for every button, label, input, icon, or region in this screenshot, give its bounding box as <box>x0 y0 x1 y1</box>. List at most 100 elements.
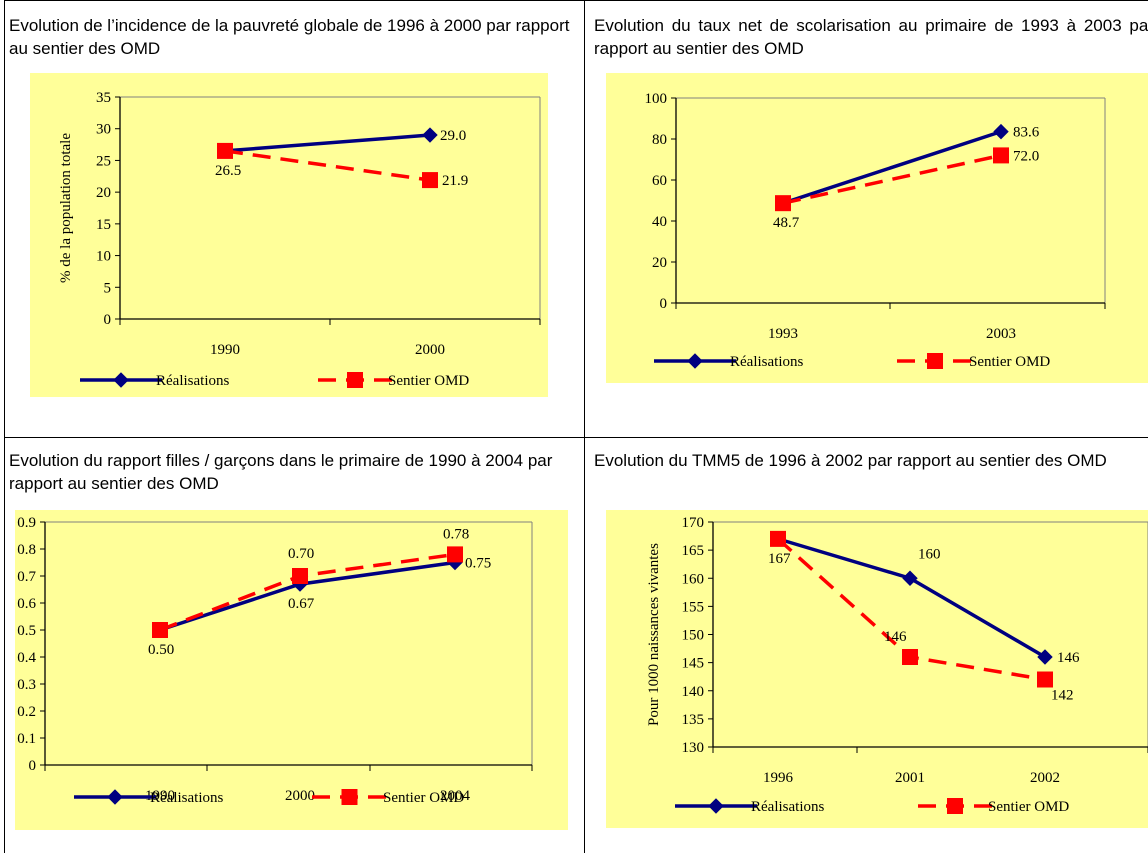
data-label: 0.67 <box>288 596 315 612</box>
x-tick-label: 2000 <box>285 788 315 804</box>
y-tick-label: 0.8 <box>17 542 36 558</box>
y-tick-label: 0 <box>104 312 112 328</box>
legend-marker-sentier <box>947 798 963 814</box>
y-tick-label: 0.4 <box>17 650 36 666</box>
legend-marker-sentier <box>341 789 358 805</box>
y-tick-label: 35 <box>96 90 111 106</box>
legend-marker-sentier <box>927 353 943 369</box>
data-point-realisations <box>902 570 918 586</box>
y-tick-label: 20 <box>652 255 667 271</box>
y-tick-label: 0.1 <box>17 731 36 747</box>
legend-label-realisations: Réalisations <box>156 373 229 389</box>
legend-label-sentier: Sentier OMD <box>388 373 469 389</box>
plot-area-background <box>606 73 1148 383</box>
grid-border-left <box>4 0 5 853</box>
legend-label-realisations: Réalisations <box>150 790 223 806</box>
y-tick-label: 160 <box>682 571 705 587</box>
legend-label-sentier: Sentier OMD <box>969 354 1050 370</box>
data-point-sentier <box>770 530 786 547</box>
x-tick-label: 2001 <box>895 770 925 786</box>
x-tick-label: 2000 <box>415 342 445 358</box>
data-point-sentier <box>217 142 233 159</box>
series-line-realisations <box>224 133 431 153</box>
data-point-sentier <box>902 649 918 665</box>
legend-label-sentier: Sentier OMD <box>383 790 464 806</box>
data-label: 0.70 <box>288 546 314 562</box>
series-line-sentier <box>782 153 1002 205</box>
y-tick-label: 130 <box>682 740 705 756</box>
y-tick-label: 60 <box>652 173 667 189</box>
data-label: 26.5 <box>215 163 241 179</box>
y-tick-label: 40 <box>652 214 667 230</box>
plot-area-background <box>606 510 1148 828</box>
y-tick-label: 155 <box>682 599 705 615</box>
y-tick-label: 150 <box>682 628 705 644</box>
data-point-sentier <box>993 147 1009 164</box>
data-point-sentier <box>1037 671 1053 688</box>
legend-label-sentier: Sentier OMD <box>988 799 1069 815</box>
data-point-realisations <box>422 127 438 143</box>
panel-3-title: Evolution du rapport filles / garçons da… <box>9 451 553 493</box>
data-point-sentier <box>152 622 168 638</box>
data-label: 167 <box>768 551 791 567</box>
grid-border-top <box>4 0 1148 1</box>
grid-border-middle <box>4 437 1148 438</box>
data-label: 0.75 <box>465 556 491 572</box>
y-axis-label: Pour 1000 naissances vivantes <box>646 543 662 726</box>
y-tick-label: 165 <box>682 543 705 559</box>
y-tick-label: 135 <box>682 712 705 728</box>
y-tick-label: 0.9 <box>17 515 36 531</box>
legend-label-realisations: Réalisations <box>730 354 803 370</box>
y-axis-label: % de la population totale <box>58 133 74 283</box>
y-tick-label: 10 <box>96 249 111 265</box>
y-tick-label: 30 <box>96 122 111 138</box>
data-point-sentier <box>292 568 308 584</box>
legend-marker-realisations <box>687 353 703 369</box>
data-label: 72.0 <box>1013 148 1039 164</box>
panel-1-title: Evolution de l’incidence de la pauvreté … <box>9 16 570 58</box>
data-label: 0.50 <box>148 642 174 658</box>
x-tick-label: 1993 <box>768 326 798 342</box>
data-label: 0.78 <box>443 526 469 542</box>
x-tick-label: 2003 <box>986 326 1016 342</box>
data-label: 142 <box>1051 688 1074 704</box>
data-label: 48.7 <box>773 215 800 231</box>
data-label: 160 <box>918 546 941 562</box>
data-label: 146 <box>1057 650 1080 666</box>
data-label: 83.6 <box>1013 125 1040 141</box>
series-line-sentier <box>224 149 431 182</box>
y-tick-label: 0.5 <box>17 623 36 639</box>
data-point-realisations <box>1037 649 1053 665</box>
data-point-sentier <box>447 546 463 563</box>
data-point-sentier <box>422 172 438 189</box>
x-tick-label: 2002 <box>1030 770 1060 786</box>
legend-marker-realisations <box>107 789 123 805</box>
y-tick-label: 5 <box>104 280 112 296</box>
series-line-realisations <box>782 129 1002 205</box>
legend-label-realisations: Réalisations <box>751 799 824 815</box>
x-tick-label: 1996 <box>763 770 794 786</box>
y-tick-label: 25 <box>96 153 111 169</box>
y-tick-label: 0.7 <box>17 569 36 585</box>
legend-marker-sentier <box>347 372 363 388</box>
x-tick-label: 1990 <box>145 788 175 804</box>
data-point-realisations <box>993 123 1009 140</box>
x-tick-label: 2004 <box>440 788 471 804</box>
y-tick-label: 100 <box>645 91 668 107</box>
data-label: 29.0 <box>440 128 466 144</box>
y-tick-label: 0 <box>660 296 668 312</box>
y-tick-label: 145 <box>682 656 705 672</box>
chart-grid <box>4 0 1148 853</box>
y-tick-label: 170 <box>682 515 705 531</box>
panel-2-title: Evolution du taux net de scolarisation a… <box>594 16 1148 58</box>
y-tick-label: 0.6 <box>17 596 36 612</box>
y-tick-label: 15 <box>96 217 111 233</box>
y-tick-label: 140 <box>682 684 705 700</box>
y-tick-label: 0 <box>29 758 37 774</box>
legend-marker-realisations <box>708 798 724 814</box>
y-tick-label: 20 <box>96 185 111 201</box>
y-tick-label: 80 <box>652 132 667 148</box>
